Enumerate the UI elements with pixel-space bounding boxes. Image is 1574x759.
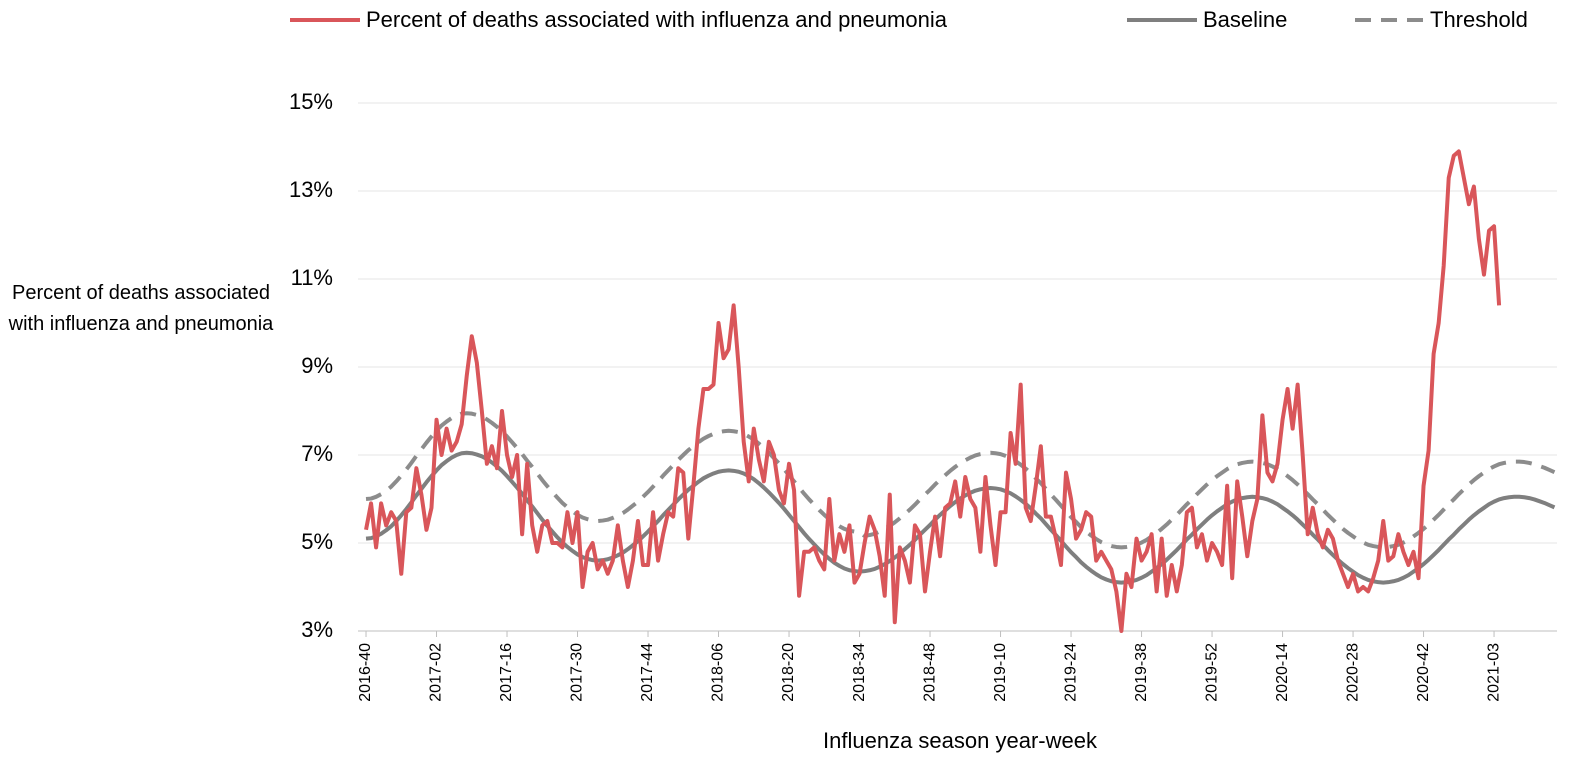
series-line	[364, 149, 1502, 633]
y-axis-title: Percent of deaths associated with influe…	[8, 282, 274, 335]
x-tick-label: 2016-40	[357, 643, 374, 702]
series-line	[365, 411, 1556, 550]
x-tick-label: 2020-14	[1274, 643, 1291, 702]
x-tick-label: 2019-10	[992, 643, 1009, 702]
x-axis-title: Influenza season year-week	[823, 728, 1098, 753]
y-tick-label: 13%	[289, 177, 333, 202]
legend-label: Threshold	[1430, 7, 1528, 32]
y-tick-label: 11%	[291, 265, 333, 290]
x-tick-label: 2017-44	[639, 643, 656, 702]
x-tick-label: 2018-48	[921, 643, 938, 702]
x-tick-label: 2017-02	[428, 643, 445, 702]
x-tick-label: 2020-42	[1415, 643, 1432, 702]
y-tick-label: 3%	[301, 617, 333, 642]
x-tick-label: 2018-06	[710, 643, 727, 702]
x-tick-label: 2019-38	[1133, 643, 1150, 702]
y-tick-label: 5%	[301, 529, 333, 554]
y-tick-label: 7%	[301, 441, 333, 466]
y-tick-label: 9%	[301, 353, 333, 378]
legend-label: Baseline	[1203, 7, 1287, 32]
x-tick-label: 2018-34	[851, 643, 868, 702]
x-tick-label: 2021-03	[1485, 643, 1502, 702]
x-tick-label: 2018-20	[780, 643, 797, 702]
legend-label: Percent of deaths associated with influe…	[366, 7, 948, 32]
x-tick-label: 2017-16	[498, 643, 515, 702]
x-tick-label: 2017-30	[569, 643, 586, 702]
x-tick-label: 2020-28	[1344, 643, 1361, 702]
y-tick-label: 15%	[289, 89, 333, 114]
x-tick-label: 2019-52	[1203, 643, 1220, 702]
x-tick-label: 2019-24	[1062, 643, 1079, 702]
